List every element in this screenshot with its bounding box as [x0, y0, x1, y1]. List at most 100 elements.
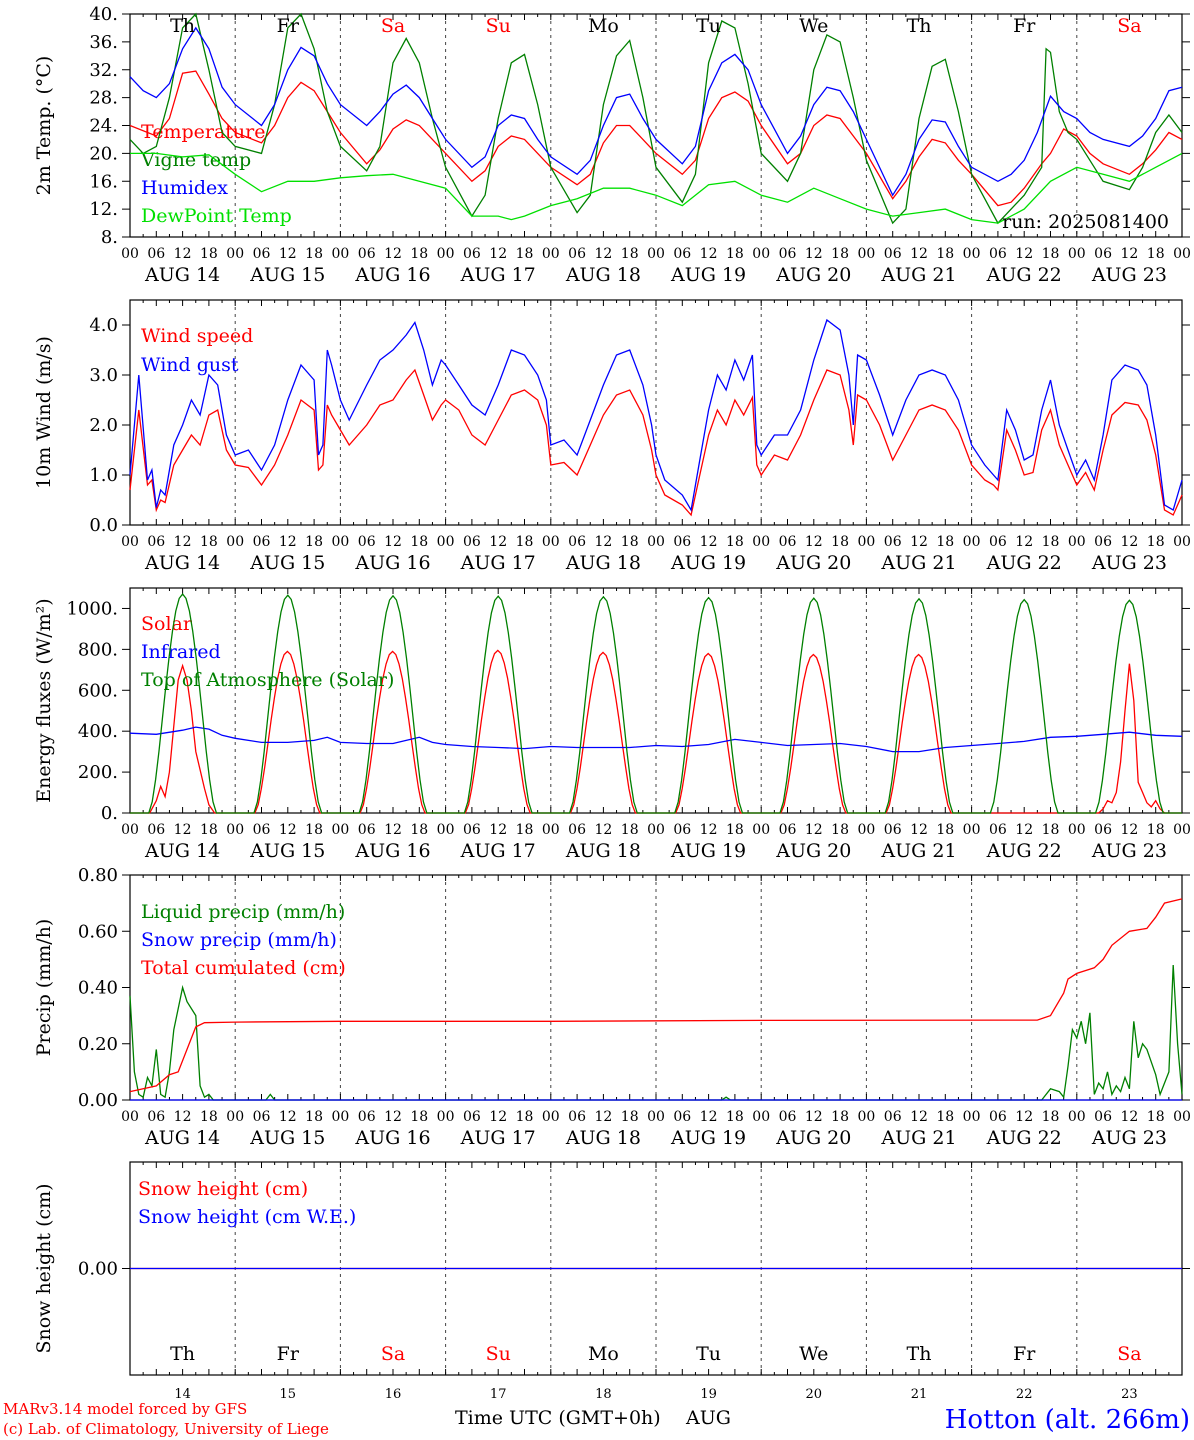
precip-hour-label: 06 [673, 1109, 691, 1125]
wind-panel: 0.0 1.0 2.0 3.0 4.0 10m Wind (m/s) Wind speed W… [33, 299, 1191, 574]
energy-hour-label: 06 [147, 822, 165, 838]
temp-y-tick-label: 28. [89, 88, 118, 109]
energy-hour-label: 06 [673, 822, 691, 838]
precip-hour-label: 18 [410, 1109, 428, 1125]
wind-hour-label: 00 [1068, 534, 1086, 550]
temp-hour-label: 12 [384, 246, 402, 262]
precip-hour-label: 06 [989, 1109, 1007, 1125]
energy-hour-label: 00 [121, 822, 139, 838]
wind-hour-label: 06 [358, 534, 376, 550]
wind-hour-label: 18 [410, 534, 428, 550]
temp-hour-label: 00 [121, 246, 139, 262]
wind-hour-label: 00 [752, 534, 770, 550]
precip-hour-label: 12 [279, 1109, 297, 1125]
snow-weekday-label: Sa [1117, 1343, 1141, 1365]
energy-hour-label: 06 [989, 822, 1007, 838]
precip-hour-label: 12 [384, 1109, 402, 1125]
snow-y-tick-label: 0.00 [78, 1259, 118, 1280]
wind-hour-label: 18 [305, 534, 323, 550]
energy-hour-label: 06 [568, 822, 586, 838]
energy-hour-label: 06 [253, 822, 271, 838]
temp-weekday-label: Su [486, 15, 511, 37]
temp-hour-label: 00 [437, 246, 455, 262]
energy-hour-label: 00 [1173, 822, 1191, 838]
wind-hour-label: 00 [857, 534, 875, 550]
wind-hour-label: 12 [489, 534, 507, 550]
precip-hour-label: 00 [121, 1109, 139, 1125]
energy-series-line [130, 649, 1182, 814]
temp-weekday-label: We [799, 15, 828, 37]
bottom-day-number: 20 [806, 1387, 823, 1402]
energy-hour-label: 06 [884, 822, 902, 838]
energy-hour-label: 12 [489, 822, 507, 838]
energy-date-label: AUG 20 [775, 840, 851, 862]
energy-hour-label: 06 [779, 822, 797, 838]
precip-legend-item: Total cumulated (cm) [141, 957, 346, 979]
wind-date-label: AUG 15 [249, 552, 325, 574]
wind-hour-label: 06 [884, 534, 902, 550]
energy-hour-label: 00 [542, 822, 560, 838]
wind-hour-label: 12 [279, 534, 297, 550]
snow-weekday-label: We [799, 1343, 828, 1365]
temp-series-line [129, 70, 1183, 207]
wind-hour-label: 06 [147, 534, 165, 550]
snow-weekday-label: Th [170, 1343, 195, 1365]
temp-hour-label: 12 [700, 246, 718, 262]
temp-hour-label: 12 [594, 246, 612, 262]
precip-y-tick-label: 0.40 [78, 978, 118, 999]
wind-hour-label: 06 [779, 534, 797, 550]
temp-date-label: AUG 21 [880, 264, 956, 286]
energy-series-line [130, 593, 1182, 814]
temp-hour-label: 06 [463, 246, 481, 262]
temp-hour-label: 06 [147, 246, 165, 262]
temp-hour-label: 12 [489, 246, 507, 262]
precip-date-label: AUG 22 [986, 1127, 1062, 1149]
precip-hour-label: 18 [831, 1109, 849, 1125]
wind-hour-label: 12 [594, 534, 612, 550]
wind-hour-label: 06 [253, 534, 271, 550]
wind-legend-item: Wind speed [141, 325, 253, 347]
temp-hour-label: 18 [1042, 246, 1060, 262]
precip-hour-label: 18 [936, 1109, 954, 1125]
energy-hour-label: 12 [805, 822, 823, 838]
energy-hour-label: 12 [1015, 822, 1033, 838]
energy-y-tick-label: 800. [78, 639, 118, 660]
temp-date-label: AUG 17 [460, 264, 536, 286]
precip-series-line [129, 964, 1183, 1101]
wind-hour-label: 00 [226, 534, 244, 550]
temp-hour-label: 00 [1173, 246, 1191, 262]
temp-hour-label: 12 [805, 246, 823, 262]
temp-y-tick-label: 12. [89, 199, 118, 220]
energy-hour-label: 00 [437, 822, 455, 838]
precip-hour-label: 12 [805, 1109, 823, 1125]
temp-series-line [129, 26, 1183, 197]
precip-hour-label: 00 [331, 1109, 349, 1125]
temp-hour-label: 06 [568, 246, 586, 262]
temp-hour-label: 00 [963, 246, 981, 262]
wind-hour-label: 06 [568, 534, 586, 550]
energy-date-label: AUG 17 [460, 840, 536, 862]
chart-panels: 8. 12. 16. 20. 24. 28. 32. 36. 40. 2m Temp. (°C) T… [33, 4, 1191, 1402]
snow-weekday-label: Fr [277, 1343, 300, 1365]
temp-hour-label: 18 [200, 246, 218, 262]
wind-hour-label: 18 [1042, 534, 1060, 550]
wind-hour-label: 00 [963, 534, 981, 550]
energy-panel: 0. 200. 400. 600. 800. 1000. Energy fluxes (W/… [33, 587, 1191, 862]
energy-hour-label: 06 [358, 822, 376, 838]
wind-hour-label: 06 [1094, 534, 1112, 550]
bottom-day-number: 23 [1121, 1387, 1138, 1402]
wind-series-line [129, 318, 1183, 512]
precip-y-tick-label: 0.80 [78, 865, 118, 886]
precip-date-label: AUG 18 [565, 1127, 641, 1149]
precip-hour-label: 00 [542, 1109, 560, 1125]
temp-date-label: AUG 18 [565, 264, 641, 286]
precip-y-tick-label: 0.60 [78, 921, 118, 942]
energy-hour-label: 12 [700, 822, 718, 838]
precip-series-line [129, 898, 1183, 1093]
wind-hour-label: 00 [542, 534, 560, 550]
wind-hour-label: 18 [200, 534, 218, 550]
precip-hour-label: 00 [963, 1109, 981, 1125]
precip-hour-label: 06 [463, 1109, 481, 1125]
temp-hour-label: 18 [1147, 246, 1165, 262]
